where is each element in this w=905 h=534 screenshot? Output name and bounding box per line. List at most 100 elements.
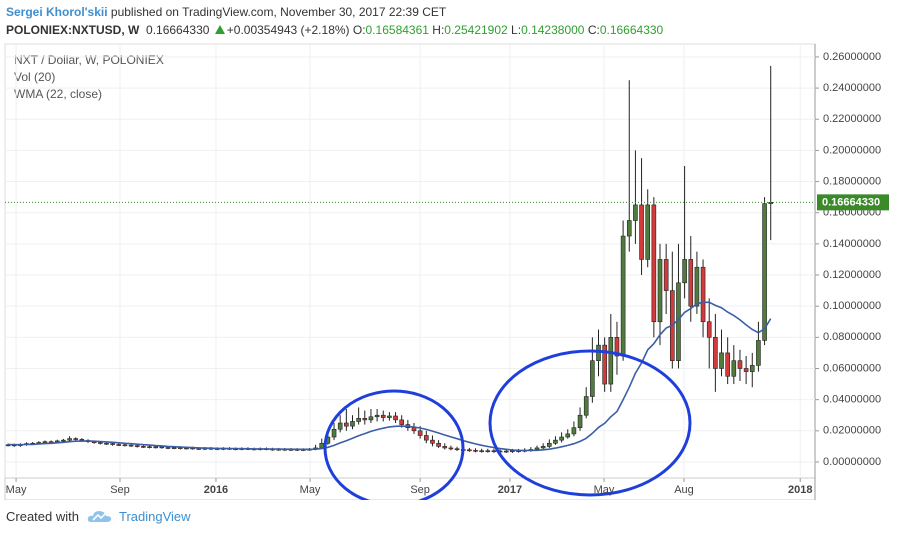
up-arrow (214, 25, 225, 34)
candle-body (67, 438, 72, 441)
y-tick-label: 0.14000000 (823, 238, 881, 250)
candle-body (553, 439, 558, 444)
candle-body (98, 442, 103, 444)
candle-body (454, 448, 460, 451)
x-tick-label: Sep (410, 484, 430, 496)
candle-body (54, 440, 60, 443)
candle-body (713, 337, 718, 369)
y-tick-label: 0.20000000 (823, 144, 881, 156)
candle-body (503, 450, 509, 453)
candle-body (331, 428, 337, 438)
candle-body (153, 446, 158, 449)
candle-body (374, 414, 380, 418)
candle-body (141, 446, 146, 448)
candle-body (540, 446, 546, 449)
y-tick-label: 0.22000000 (823, 113, 881, 125)
footer: Created with TradingView (6, 508, 191, 524)
candle-body (626, 220, 632, 237)
candle-body (423, 435, 429, 441)
candle-body (602, 344, 607, 385)
annotation-circle (323, 389, 465, 500)
y-tick-label: 0.04000000 (823, 394, 881, 406)
candle-body (393, 415, 398, 421)
header-line: Sergei Khorol'skii published on TradingV… (6, 3, 663, 21)
candle-body (122, 444, 128, 447)
candle-body (467, 449, 472, 452)
candle-body (534, 447, 540, 450)
candle-body (442, 446, 448, 449)
x-tick-label: 2018 (788, 484, 812, 496)
h-label: H: (432, 23, 445, 37)
candle-body (725, 352, 730, 377)
candle-body (682, 259, 687, 284)
candle-body (577, 414, 583, 428)
candle-body (73, 438, 79, 440)
change: +0.00354943 (+2.18%) (226, 23, 350, 37)
candle-body (344, 422, 349, 427)
candle-body (134, 445, 140, 447)
y-tick-label: 0.08000000 (823, 331, 881, 343)
candle-body (651, 204, 657, 323)
candle-body (79, 439, 85, 441)
y-tick-label: 0.10000000 (823, 300, 881, 312)
c-value: 0.16664330 (599, 23, 664, 37)
candle-body (448, 447, 454, 450)
annotation-circle (488, 349, 692, 497)
quote-line: POLONIEX:NXTUSD, W 0.16664330 +0.0035494… (6, 21, 663, 39)
candle-body (430, 439, 435, 444)
candle-body (694, 266, 700, 307)
candle-body (608, 337, 614, 385)
y-tick-label: 0.02000000 (823, 425, 881, 437)
o-label: O: (352, 23, 366, 37)
candle-body (596, 344, 601, 361)
l-value: 0.14238000 (521, 23, 585, 37)
h-value: 0.25421902 (444, 23, 508, 37)
candle-body (479, 450, 484, 453)
author[interactable]: Sergei Khorol'skii (6, 5, 108, 19)
candle-body (700, 266, 706, 323)
candle-body (380, 414, 386, 418)
candle-body (749, 365, 755, 372)
candle-body (485, 450, 491, 453)
y-tick-label: 0.00000000 (823, 456, 881, 468)
candle-body (645, 204, 651, 260)
candle-body (743, 368, 749, 372)
wma-line (8, 301, 772, 452)
candle-body (571, 427, 577, 435)
x-tick-label: May (300, 484, 321, 496)
candle-body (657, 259, 663, 323)
candle-body (737, 360, 743, 369)
x-tick-label: 2017 (498, 484, 522, 496)
candle-body (491, 450, 497, 453)
candle-body (473, 449, 478, 452)
header: Sergei Khorol'skii published on TradingV… (6, 3, 663, 39)
candle-body (620, 235, 626, 357)
candle-body (362, 418, 368, 421)
candle-body (756, 340, 761, 366)
y-tick-label: 0.06000000 (823, 362, 881, 374)
candle-body (104, 442, 109, 445)
brand[interactable]: TradingView (118, 508, 191, 524)
candle-body (128, 444, 134, 447)
candle-body (633, 204, 638, 221)
candle-body (565, 433, 571, 438)
candle-body (614, 337, 620, 357)
candle-body (147, 446, 152, 448)
footer-prefix: Created with (6, 508, 79, 524)
candle-body (110, 443, 115, 445)
last-price-box (817, 194, 889, 211)
candle-body (42, 441, 48, 444)
candle-body (663, 259, 669, 291)
last-price-label: 0.16664330 (822, 196, 880, 208)
plot-area (4, 43, 816, 479)
y-tick-label: 0.24000000 (823, 82, 881, 94)
x-tick-label: May (594, 484, 615, 496)
candle-body (706, 321, 712, 338)
candle-body (411, 427, 417, 432)
x-tick-label: Aug (674, 484, 694, 496)
chart: NXT / Dollar, W, POLONIEX Vol (20) WMA (… (4, 43, 889, 500)
candle-body (319, 442, 325, 449)
candle-body (436, 442, 441, 447)
candle-body (171, 447, 177, 449)
x-tick-label: May (6, 484, 27, 496)
